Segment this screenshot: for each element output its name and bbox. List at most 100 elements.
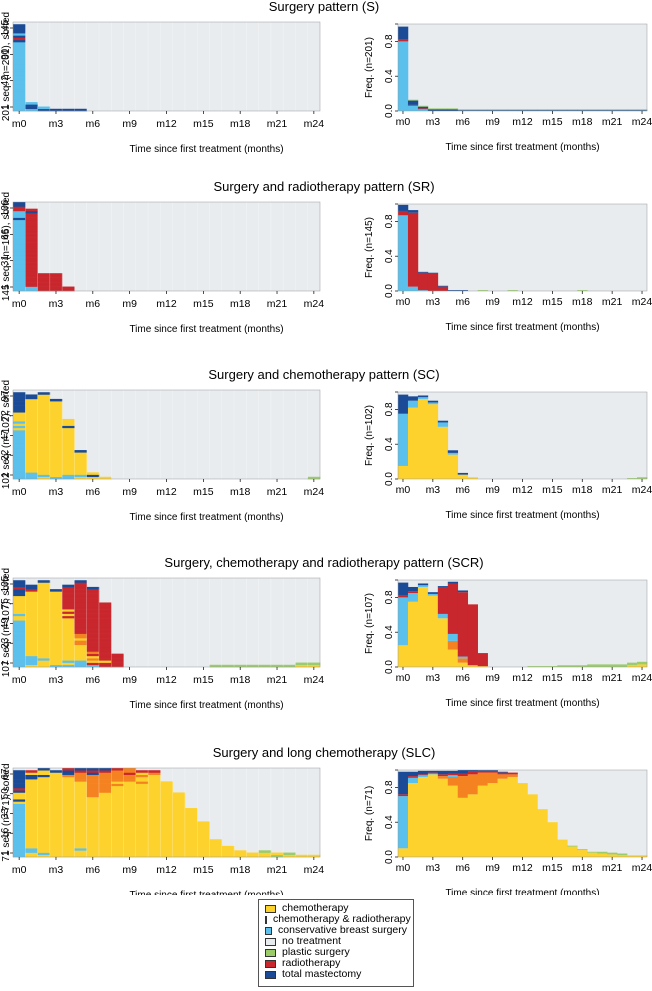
frequency-bar-plastic [447,108,459,110]
sequence-cell [25,626,38,630]
sequence-cell [98,832,112,836]
sequence-cell [74,653,87,657]
sequence-cell [74,812,87,816]
sequence-cell [62,631,75,634]
sequence-cell [86,796,100,800]
frequency-bar-chemo [417,398,429,479]
sequence-cell [160,808,173,811]
sequence-cell [98,602,112,605]
sequence-cell [37,845,51,849]
sequence-cell [25,418,38,422]
frequency-bar-chemo [467,477,478,479]
y-tick-label: 145 [0,19,11,36]
sequence-cell [13,653,26,657]
sequence-cell [86,664,100,668]
legend: chemotherapy chemotherapy & radiotherapy c… [258,899,414,987]
sequence-cell [25,602,38,605]
sequence-cell [49,796,63,800]
sequence-cell [160,852,173,856]
sequence-cell [148,781,161,784]
sequence-cell [148,828,161,831]
sequence-cell [111,653,124,657]
sequence-cell [25,441,38,444]
sequence-cell [37,825,51,829]
sequence-cell [25,642,38,646]
x-tick-label: m3 [426,672,441,684]
sequence-cell [74,825,87,829]
sequence-cell [13,662,26,666]
legend-label: conservative breast surgery [278,924,407,936]
sequence-cell [62,633,75,637]
sequence-cell [86,821,100,824]
x-tick-label: m18 [230,118,251,130]
sequence-cell [221,845,235,849]
sequence-cell [148,799,161,802]
sequence-cell [111,834,124,838]
x-tick-label: m0 [396,862,411,874]
sequence-cell [86,790,100,793]
frequency-bar-chemo [467,794,478,857]
sequence-cell [111,768,124,771]
sequence-cell [172,799,186,802]
sequence-cell [209,843,223,847]
sequence-cell [197,854,210,858]
sequence-cell [13,202,26,205]
sequence-cell [86,781,100,784]
frequency-bar-radio [427,772,439,774]
sequence-cell [123,834,137,838]
x-tick-label: m6 [86,486,101,498]
sequence-cell [62,445,75,449]
frequency-bar-mast [447,290,459,291]
frequency-bar-cbs [398,41,409,111]
frequency-bar-plastic [577,665,588,667]
x-tick-label: m21 [602,484,623,496]
frequency-bar-mast [567,110,578,111]
y-tick-label: 0.8 [384,590,395,604]
sequence-cell [197,834,210,838]
sequence-cell [209,848,223,851]
sequence-cell [37,814,51,818]
sequence-cell [62,604,75,608]
sequence-cell [111,770,124,773]
sequence-cell [62,584,75,588]
sequence-cell [25,834,38,838]
sequence-cell [49,275,63,278]
sequence-cell [74,799,87,802]
x-tick-label: m21 [267,674,288,686]
frequency-bar-plastic [567,665,578,667]
sequence-cell [160,803,173,807]
y-axis-label: Freq. (n=145) [364,217,375,278]
sequence-cell [62,839,75,842]
frequency-bar-chemorad [487,772,498,784]
sequence-cell [13,282,26,285]
sequence-cell [49,398,63,402]
sequence-cell [62,465,75,469]
frequency-bar-chemo [607,854,618,857]
sequence-cell [13,416,26,420]
sequence-cell [25,631,38,634]
sequence-cell [25,644,38,648]
sequence-cell [148,803,161,807]
x-tick-label: m0 [396,672,411,684]
sequence-cell [13,774,26,778]
sequence-cell [37,620,51,623]
sequence-cell [49,284,63,287]
sequence-cell [25,658,38,661]
sequence-cell [62,441,75,444]
frequency-bar-radio [398,210,409,216]
sequence-cell [13,591,26,594]
x-tick-label: m6 [86,298,101,310]
x-tick-label: m6 [455,484,470,496]
y-tick-label: 90 [0,48,11,60]
frequency-bar-mast [527,110,538,111]
sequence-cell [86,613,100,617]
sequence-cell [98,611,112,614]
sequence-cell [37,398,51,402]
sequence-cell [160,828,173,831]
sequence-cell [197,841,210,844]
sequence-cell [135,792,149,795]
sequence-cell [98,836,112,840]
sequence-cell [49,595,63,599]
